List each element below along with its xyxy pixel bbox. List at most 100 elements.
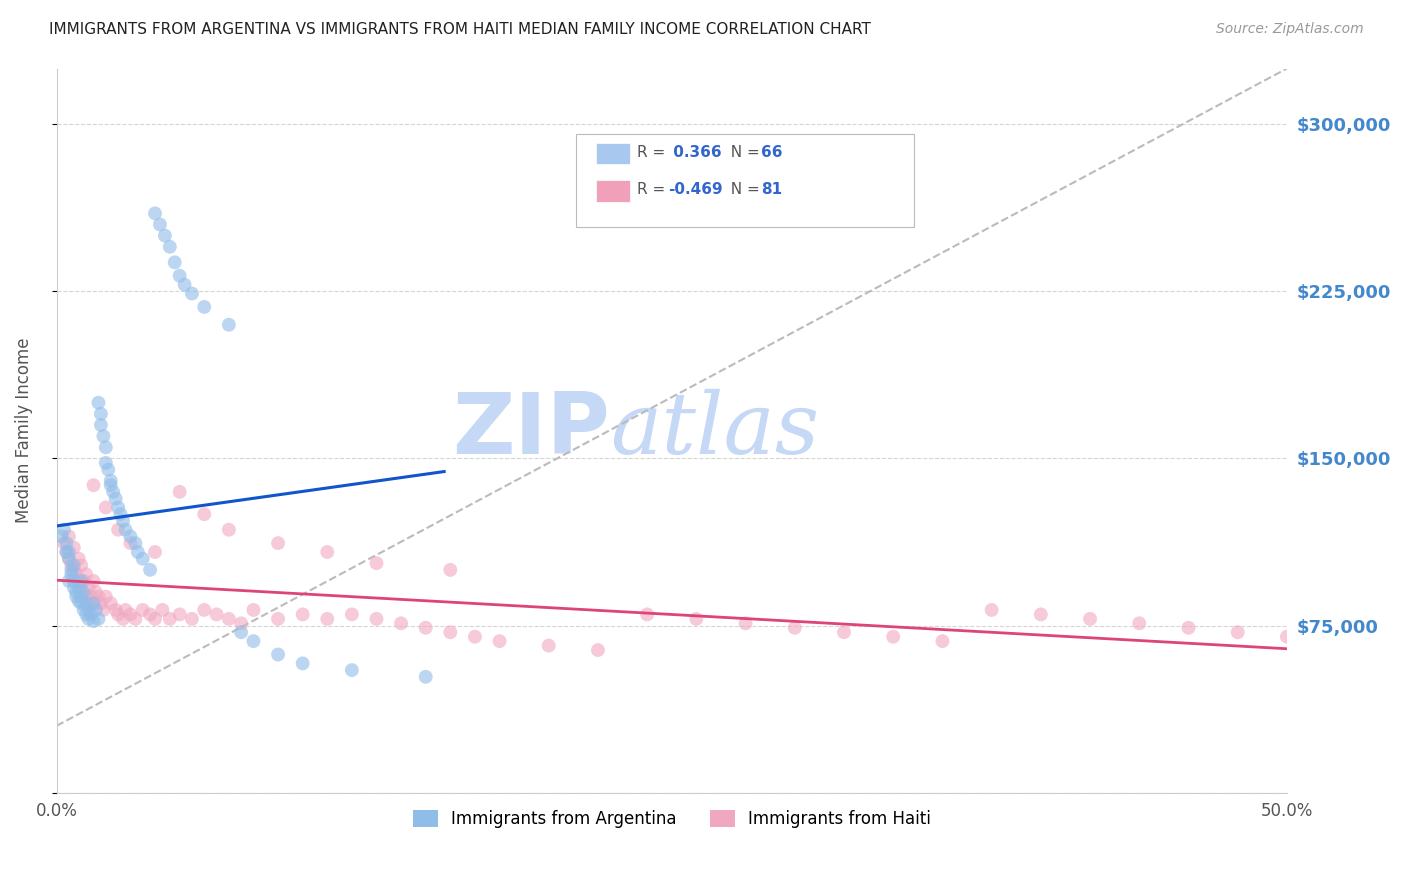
Point [124, 612, 146, 626]
Text: N =: N = [721, 183, 765, 197]
Point [100, 596, 122, 610]
Point [415, 670, 437, 684]
Point [783, 621, 806, 635]
Point [97, 462, 120, 476]
Point [87, 612, 110, 626]
Point [316, 612, 339, 626]
Point [415, 621, 437, 635]
Point [163, 255, 186, 269]
Point [63, 581, 86, 595]
Point [218, 523, 240, 537]
Point [267, 536, 290, 550]
Point [100, 474, 122, 488]
Point [80, 590, 103, 604]
Point [152, 603, 174, 617]
Point [636, 607, 658, 622]
Point [488, 634, 510, 648]
Point [114, 523, 136, 537]
Point [55, 536, 77, 550]
Point [77, 581, 100, 595]
Point [291, 607, 314, 622]
Point [153, 228, 176, 243]
Point [73, 585, 96, 599]
Point [77, 603, 100, 617]
Point [58, 545, 80, 559]
Point [366, 556, 388, 570]
Point [107, 500, 129, 515]
Point [120, 529, 142, 543]
Point [439, 625, 461, 640]
Point [67, 594, 90, 608]
Point [832, 625, 855, 640]
Point [51, 529, 73, 543]
Point [193, 603, 215, 617]
Point [58, 551, 80, 566]
Point [120, 536, 142, 550]
Point [58, 529, 80, 543]
Point [734, 616, 756, 631]
Point [60, 567, 83, 582]
Point [67, 551, 90, 566]
Point [112, 612, 135, 626]
Point [149, 218, 172, 232]
Point [139, 563, 162, 577]
Text: R =: R = [637, 183, 671, 197]
Point [83, 596, 105, 610]
Point [1275, 630, 1298, 644]
Point [60, 563, 83, 577]
Text: atlas: atlas [610, 389, 820, 472]
Point [94, 590, 117, 604]
Y-axis label: Median Family Income: Median Family Income [15, 338, 32, 524]
Point [70, 574, 93, 588]
Point [93, 429, 115, 443]
Text: 0.366: 0.366 [668, 145, 721, 160]
Text: Source: ZipAtlas.com: Source: ZipAtlas.com [1216, 22, 1364, 37]
Point [231, 625, 253, 640]
Point [94, 500, 117, 515]
Point [70, 590, 93, 604]
Point [882, 630, 904, 644]
Point [1078, 612, 1101, 626]
Point [193, 300, 215, 314]
Point [53, 523, 76, 537]
Point [75, 590, 97, 604]
Point [1226, 625, 1249, 640]
Point [58, 551, 80, 566]
Point [73, 603, 96, 617]
Point [120, 607, 142, 622]
Point [55, 545, 77, 559]
Point [1177, 621, 1199, 635]
Point [70, 558, 93, 573]
Point [93, 603, 115, 617]
Point [63, 541, 86, 555]
Point [75, 607, 97, 622]
Point [70, 596, 93, 610]
Point [291, 657, 314, 671]
Text: 66: 66 [761, 145, 782, 160]
Point [100, 478, 122, 492]
Point [931, 634, 953, 648]
Point [75, 567, 97, 582]
Text: N =: N = [721, 145, 765, 160]
Point [90, 417, 112, 432]
Point [242, 634, 264, 648]
Point [980, 603, 1002, 617]
Point [132, 603, 155, 617]
Point [63, 563, 86, 577]
Point [65, 590, 87, 604]
Point [439, 563, 461, 577]
Point [181, 286, 204, 301]
Point [464, 630, 486, 644]
Point [94, 456, 117, 470]
Point [73, 574, 96, 588]
Point [218, 612, 240, 626]
Point [75, 596, 97, 610]
Point [173, 277, 195, 292]
Point [143, 612, 166, 626]
Text: ZIP: ZIP [453, 389, 610, 472]
Point [53, 536, 76, 550]
Point [63, 574, 86, 588]
Point [127, 545, 149, 559]
Point [87, 395, 110, 409]
Point [83, 596, 105, 610]
